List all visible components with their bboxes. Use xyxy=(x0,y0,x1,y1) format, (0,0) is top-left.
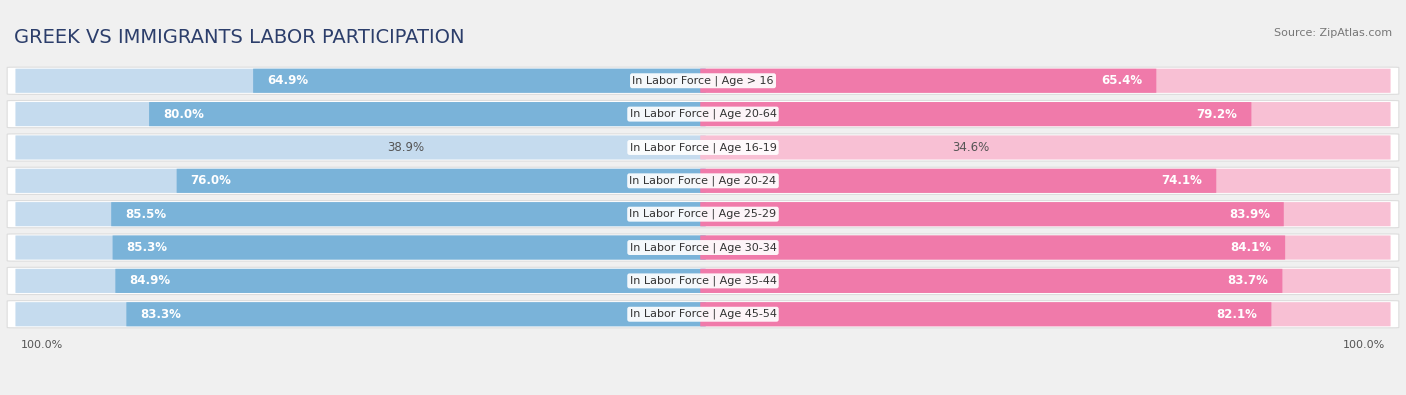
Text: 65.4%: 65.4% xyxy=(1101,74,1143,87)
FancyBboxPatch shape xyxy=(7,67,1399,94)
Text: 85.5%: 85.5% xyxy=(125,208,166,221)
FancyBboxPatch shape xyxy=(15,135,706,160)
FancyBboxPatch shape xyxy=(15,269,706,293)
Text: 83.3%: 83.3% xyxy=(141,308,181,321)
Text: 34.6%: 34.6% xyxy=(952,141,990,154)
FancyBboxPatch shape xyxy=(700,269,1391,293)
Text: 74.1%: 74.1% xyxy=(1161,174,1202,187)
FancyBboxPatch shape xyxy=(700,269,1282,293)
Text: 64.9%: 64.9% xyxy=(267,74,308,87)
Text: 85.3%: 85.3% xyxy=(127,241,167,254)
FancyBboxPatch shape xyxy=(15,102,706,126)
FancyBboxPatch shape xyxy=(15,69,706,93)
FancyBboxPatch shape xyxy=(700,235,1285,260)
FancyBboxPatch shape xyxy=(253,69,706,93)
Text: 84.1%: 84.1% xyxy=(1230,241,1271,254)
Text: In Labor Force | Age 35-44: In Labor Force | Age 35-44 xyxy=(630,276,776,286)
Text: 83.9%: 83.9% xyxy=(1229,208,1270,221)
FancyBboxPatch shape xyxy=(7,167,1399,194)
FancyBboxPatch shape xyxy=(7,234,1399,261)
FancyBboxPatch shape xyxy=(15,169,706,193)
Text: 82.1%: 82.1% xyxy=(1216,308,1257,321)
FancyBboxPatch shape xyxy=(700,69,1156,93)
FancyBboxPatch shape xyxy=(112,235,706,260)
Text: 80.0%: 80.0% xyxy=(163,107,204,120)
Text: In Labor Force | Age 30-34: In Labor Force | Age 30-34 xyxy=(630,242,776,253)
FancyBboxPatch shape xyxy=(7,301,1399,328)
FancyBboxPatch shape xyxy=(7,134,1399,161)
FancyBboxPatch shape xyxy=(700,169,1391,193)
Text: 83.7%: 83.7% xyxy=(1227,275,1268,288)
FancyBboxPatch shape xyxy=(7,100,1399,128)
FancyBboxPatch shape xyxy=(700,302,1391,326)
Text: 100.0%: 100.0% xyxy=(1343,340,1385,350)
Text: 76.0%: 76.0% xyxy=(190,174,232,187)
Text: In Labor Force | Age 20-24: In Labor Force | Age 20-24 xyxy=(630,175,776,186)
FancyBboxPatch shape xyxy=(700,102,1391,126)
Text: In Labor Force | Age 16-19: In Labor Force | Age 16-19 xyxy=(630,142,776,153)
Text: 79.2%: 79.2% xyxy=(1197,107,1237,120)
FancyBboxPatch shape xyxy=(700,69,1391,93)
FancyBboxPatch shape xyxy=(700,102,1251,126)
Text: 84.9%: 84.9% xyxy=(129,275,170,288)
Text: Source: ZipAtlas.com: Source: ZipAtlas.com xyxy=(1274,28,1392,38)
FancyBboxPatch shape xyxy=(111,202,706,226)
FancyBboxPatch shape xyxy=(15,202,706,226)
FancyBboxPatch shape xyxy=(700,135,1391,160)
Text: 38.9%: 38.9% xyxy=(387,141,425,154)
FancyBboxPatch shape xyxy=(700,235,1391,260)
Text: 100.0%: 100.0% xyxy=(21,340,63,350)
Text: In Labor Force | Age 20-64: In Labor Force | Age 20-64 xyxy=(630,109,776,119)
FancyBboxPatch shape xyxy=(115,269,706,293)
FancyBboxPatch shape xyxy=(700,169,1216,193)
FancyBboxPatch shape xyxy=(700,302,1271,326)
Text: GREEK VS IMMIGRANTS LABOR PARTICIPATION: GREEK VS IMMIGRANTS LABOR PARTICIPATION xyxy=(14,28,464,47)
FancyBboxPatch shape xyxy=(700,202,1391,226)
FancyBboxPatch shape xyxy=(127,302,706,326)
FancyBboxPatch shape xyxy=(7,201,1399,228)
FancyBboxPatch shape xyxy=(177,169,706,193)
FancyBboxPatch shape xyxy=(149,102,706,126)
FancyBboxPatch shape xyxy=(15,302,706,326)
FancyBboxPatch shape xyxy=(15,235,706,260)
Text: In Labor Force | Age 45-54: In Labor Force | Age 45-54 xyxy=(630,309,776,320)
Text: In Labor Force | Age 25-29: In Labor Force | Age 25-29 xyxy=(630,209,776,220)
Text: In Labor Force | Age > 16: In Labor Force | Age > 16 xyxy=(633,75,773,86)
FancyBboxPatch shape xyxy=(700,202,1284,226)
FancyBboxPatch shape xyxy=(7,267,1399,295)
